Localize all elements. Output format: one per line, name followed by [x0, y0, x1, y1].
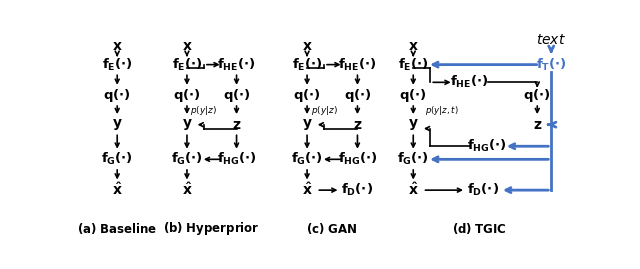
Text: $\mathit{\mathbf{f_{HG}(\cdot)}}$: $\mathit{\mathbf{f_{HG}(\cdot)}}$: [337, 151, 378, 167]
Text: $\mathit{\mathbf{q(\cdot)}}$: $\mathit{\mathbf{q(\cdot)}}$: [223, 87, 250, 104]
Text: $\mathit{\mathbf{x}}$: $\mathit{\mathbf{x}}$: [301, 39, 312, 53]
Text: $\mathit{\mathbf{x}}$: $\mathit{\mathbf{x}}$: [408, 39, 419, 53]
Text: $\mathit{\mathbf{q(\cdot)}}$: $\mathit{\mathbf{q(\cdot)}}$: [293, 87, 321, 104]
Text: $\mathit{\mathbf{q(\cdot)}}$: $\mathit{\mathbf{q(\cdot)}}$: [344, 87, 371, 104]
Text: $\mathit{\mathbf{\hat{x}}}$: $\mathit{\mathbf{\hat{x}}}$: [112, 182, 123, 198]
Text: $\mathit{\mathbf{f_{HG}(\cdot)}}$: $\mathit{\mathbf{f_{HG}(\cdot)}}$: [467, 138, 507, 154]
Text: $\mathit{\mathbf{f_E(\cdot)}}$: $\mathit{\mathbf{f_E(\cdot)}}$: [398, 56, 429, 73]
Text: $\mathit{\mathbf{q(\cdot)}}$: $\mathit{\mathbf{q(\cdot)}}$: [173, 87, 201, 104]
Text: $\mathit{\mathbf{f_T(\cdot)}}$: $\mathit{\mathbf{f_T(\cdot)}}$: [536, 56, 566, 73]
Text: $\mathit{\mathbf{q(\cdot)}}$: $\mathit{\mathbf{q(\cdot)}}$: [104, 87, 131, 104]
Text: $\mathit{\mathbf{f_G(\cdot)}}$: $\mathit{\mathbf{f_G(\cdot)}}$: [171, 151, 203, 167]
Text: $\mathit{\mathbf{\hat{x}}}$: $\mathit{\mathbf{\hat{x}}}$: [182, 182, 192, 198]
Text: $\mathit{\mathbf{f_{HG}(\cdot)}}$: $\mathit{\mathbf{f_{HG}(\cdot)}}$: [217, 151, 257, 167]
Text: $p(y|z)$: $p(y|z)$: [191, 104, 218, 117]
Text: $\mathit{\mathbf{y}}$: $\mathit{\mathbf{y}}$: [408, 117, 419, 132]
Text: $\mathit{\mathbf{f_{HE}(\cdot)}}$: $\mathit{\mathbf{f_{HE}(\cdot)}}$: [338, 56, 377, 73]
Text: $p(y|z,t)$: $p(y|z,t)$: [425, 104, 459, 117]
Text: $\mathit{\mathbf{x}}$: $\mathit{\mathbf{x}}$: [112, 39, 123, 53]
Text: $\mathit{\mathbf{q(\cdot)}}$: $\mathit{\mathbf{q(\cdot)}}$: [399, 87, 427, 104]
Text: $\mathit{\mathbf{f_D(\cdot)}}$: $\mathit{\mathbf{f_D(\cdot)}}$: [467, 182, 499, 198]
Text: $\mathit{text}$: $\mathit{text}$: [536, 33, 566, 47]
Text: $\mathit{\mathbf{z}}$: $\mathit{\mathbf{z}}$: [232, 118, 241, 132]
Text: $\mathit{\mathbf{f_G(\cdot)}}$: $\mathit{\mathbf{f_G(\cdot)}}$: [101, 151, 133, 167]
Text: $\mathit{\mathbf{f_E(\cdot)}}$: $\mathit{\mathbf{f_E(\cdot)}}$: [172, 56, 202, 73]
Text: $\mathit{\mathbf{z}}$: $\mathit{\mathbf{z}}$: [353, 118, 362, 132]
Text: $\mathit{\mathbf{y}}$: $\mathit{\mathbf{y}}$: [301, 117, 312, 132]
Text: $\mathit{\mathbf{f_E(\cdot)}}$: $\mathit{\mathbf{f_E(\cdot)}}$: [292, 56, 323, 73]
Text: $\mathit{\mathbf{q(\cdot)}}$: $\mathit{\mathbf{q(\cdot)}}$: [524, 87, 551, 104]
Text: $\mathit{\mathbf{f_G(\cdot)}}$: $\mathit{\mathbf{f_G(\cdot)}}$: [291, 151, 323, 167]
Text: $\mathit{\mathbf{x}}$: $\mathit{\mathbf{x}}$: [182, 39, 192, 53]
Text: $\mathit{\mathbf{f_D(\cdot)}}$: $\mathit{\mathbf{f_D(\cdot)}}$: [341, 182, 374, 198]
Text: $\mathit{\mathbf{y}}$: $\mathit{\mathbf{y}}$: [112, 117, 123, 132]
Text: $\mathit{\mathbf{y}}$: $\mathit{\mathbf{y}}$: [182, 117, 193, 132]
Text: $\mathit{\mathbf{f_G(\cdot)}}$: $\mathit{\mathbf{f_G(\cdot)}}$: [397, 151, 429, 167]
Text: $p(y|z)$: $p(y|z)$: [310, 104, 338, 117]
Text: $\mathit{\mathbf{f_E(\cdot)}}$: $\mathit{\mathbf{f_E(\cdot)}}$: [102, 56, 132, 73]
Text: $\mathit{\mathbf{f_{HE}(\cdot)}}$: $\mathit{\mathbf{f_{HE}(\cdot)}}$: [218, 56, 256, 73]
Text: $\mathit{\mathbf{z}}$: $\mathit{\mathbf{z}}$: [532, 118, 542, 132]
Text: $\mathbf{(a)\ Baseline}$: $\mathbf{(a)\ Baseline}$: [77, 221, 157, 236]
Text: $\mathit{\mathbf{\hat{x}}}$: $\mathit{\mathbf{\hat{x}}}$: [408, 182, 419, 198]
Text: $\mathbf{(c)\ GAN}$: $\mathbf{(c)\ GAN}$: [307, 221, 358, 236]
Text: $\mathbf{(b)\ Hyperprior}$: $\mathbf{(b)\ Hyperprior}$: [163, 220, 260, 237]
Text: $\mathbf{(d)\ TGIC}$: $\mathbf{(d)\ TGIC}$: [452, 221, 507, 236]
Text: $\mathit{\mathbf{\hat{x}}}$: $\mathit{\mathbf{\hat{x}}}$: [301, 182, 312, 198]
Text: $\mathit{\mathbf{f_{HE}(\cdot)}}$: $\mathit{\mathbf{f_{HE}(\cdot)}}$: [450, 74, 488, 90]
